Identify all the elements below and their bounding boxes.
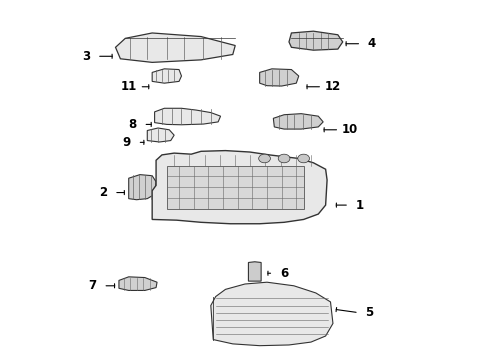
Polygon shape [116, 33, 235, 62]
Text: 6: 6 [280, 267, 288, 280]
Text: 1: 1 [356, 199, 364, 212]
Text: 5: 5 [366, 306, 374, 319]
Text: 4: 4 [368, 37, 376, 50]
Text: 2: 2 [99, 186, 107, 199]
Circle shape [278, 154, 290, 163]
Polygon shape [155, 108, 220, 125]
Polygon shape [289, 31, 343, 50]
Polygon shape [152, 69, 181, 83]
Circle shape [298, 154, 310, 163]
Text: 10: 10 [342, 123, 358, 136]
Circle shape [259, 154, 270, 163]
Text: 3: 3 [82, 50, 90, 63]
Polygon shape [248, 262, 261, 281]
Text: 11: 11 [121, 80, 137, 93]
Polygon shape [211, 282, 333, 346]
Polygon shape [129, 175, 156, 200]
Polygon shape [260, 69, 299, 86]
Text: 9: 9 [122, 136, 131, 149]
Polygon shape [147, 128, 174, 142]
Polygon shape [119, 277, 157, 291]
Text: 12: 12 [325, 80, 341, 93]
Polygon shape [167, 166, 304, 209]
Polygon shape [273, 114, 323, 129]
Text: 8: 8 [128, 118, 137, 131]
Text: 7: 7 [89, 279, 97, 292]
Polygon shape [152, 150, 327, 224]
